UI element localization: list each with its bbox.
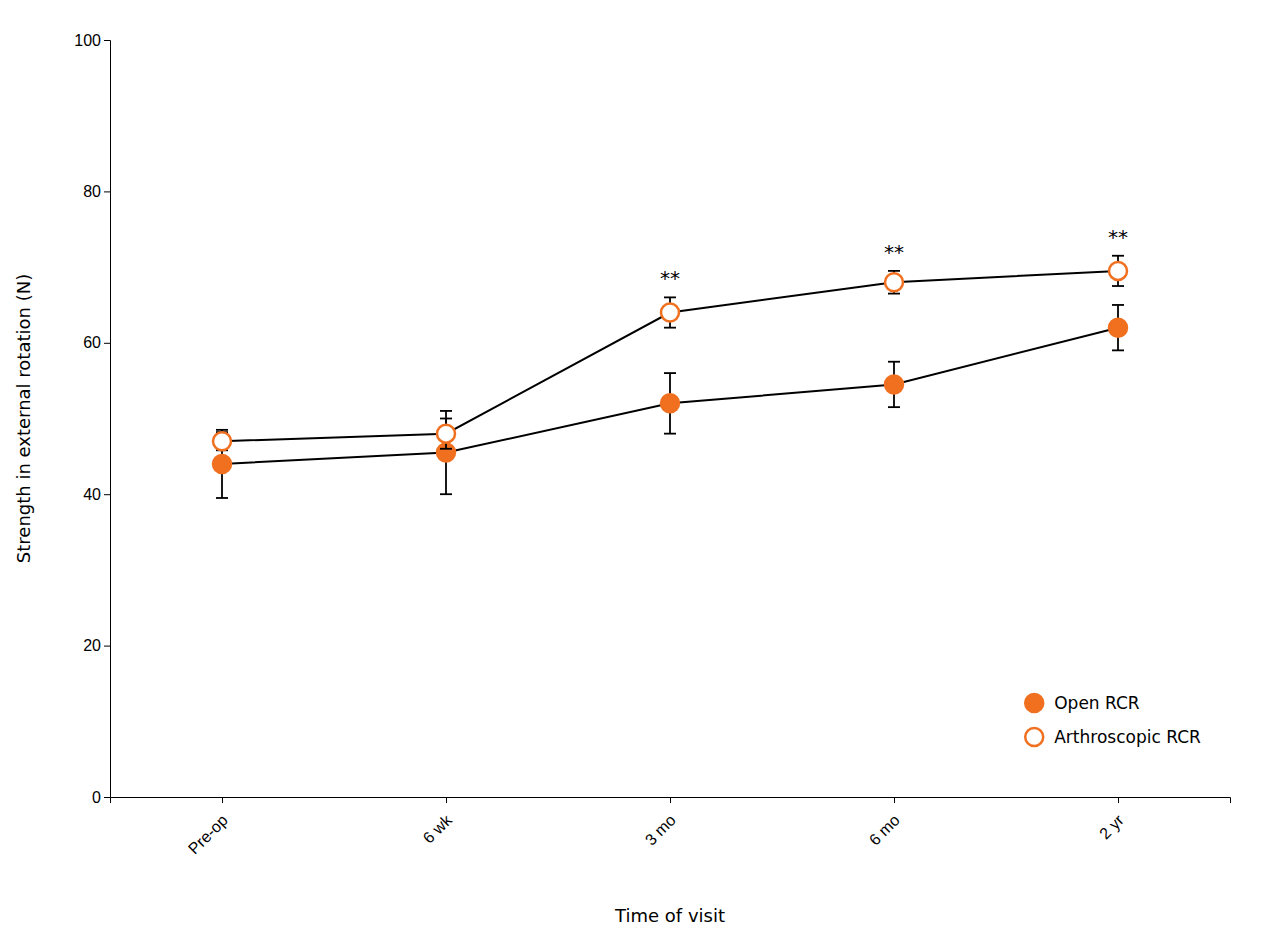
y-tick-label: 20 [83, 637, 101, 654]
x-tick: 3 mo [642, 797, 679, 849]
point [437, 425, 455, 443]
x-axis-title: Time of visit [614, 905, 725, 926]
annotations: ** ** ** [660, 225, 1128, 291]
series-line [222, 271, 1118, 441]
error-bar-cap [1112, 304, 1124, 306]
x-tick-mark [1118, 797, 1119, 803]
annotation: ** [660, 266, 680, 290]
x-tick: 6 wk [420, 797, 456, 847]
x-axis: Pre-op 6 wk 3 mo 6 mo 2 yr [111, 797, 1231, 857]
y-axis-title: Strength in external rotation (N) [13, 274, 34, 563]
x-tick-label: Pre-op [185, 811, 231, 857]
series [213, 305, 1127, 498]
error-bar-cap [216, 497, 228, 499]
x-tick: 2 yr [1096, 797, 1127, 842]
error-bar-cap [664, 372, 676, 374]
y-tick: 40 [83, 486, 110, 503]
y-tick-label: 40 [83, 486, 101, 503]
x-tick-mark [670, 797, 671, 803]
error-bar-cap [440, 410, 452, 412]
y-tick-mark [104, 343, 110, 344]
error-bar-cap [888, 361, 900, 363]
point [885, 273, 903, 291]
y-tick: 60 [83, 334, 110, 351]
plot: 020406080100Pre-op6 wk3 mo6 mo2 yr******… [74, 32, 1230, 858]
y-tick-mark [104, 797, 110, 798]
error-bar-cap [888, 270, 900, 272]
error-bar-cap [888, 293, 900, 295]
x-tick-label: 6 mo [866, 811, 903, 848]
error-bar-cap [440, 418, 452, 420]
x-tick: Pre-op [185, 797, 231, 857]
legend-label: Arthroscopic RCR [1054, 727, 1201, 747]
point [661, 304, 679, 322]
y-tick-mark [104, 494, 110, 495]
point [1109, 319, 1127, 337]
x-tick-label: 3 mo [642, 811, 679, 848]
y-tick: 20 [83, 637, 110, 654]
y-tick-mark [104, 191, 110, 192]
y-tick: 80 [83, 183, 110, 200]
y-axis-line [104, 41, 111, 798]
y-tick-label: 60 [83, 334, 101, 351]
point [213, 432, 231, 450]
legend-marker [1025, 694, 1043, 712]
series-line [222, 328, 1118, 464]
point [1109, 262, 1127, 280]
legend-item: Open RCR [1025, 693, 1140, 713]
error-bar-cap [1112, 349, 1124, 351]
x-tick-mark [446, 797, 447, 803]
y-tick-label: 100 [74, 32, 101, 49]
error-bar-cap [664, 327, 676, 329]
error-bar-cap [888, 406, 900, 408]
point [661, 394, 679, 412]
error-bar-cap [216, 429, 228, 431]
y-tick-mark [104, 646, 110, 647]
point [213, 455, 231, 473]
x-tick-label: 6 wk [420, 811, 456, 847]
x-tick-label: 2 yr [1096, 811, 1127, 842]
x-tick-mark [894, 797, 895, 803]
y-tick-mark [104, 40, 110, 41]
error-bar-cap [664, 433, 676, 435]
marks [213, 256, 1127, 498]
error-bar-cap [440, 448, 452, 450]
annotation: ** [884, 240, 904, 264]
y-tick-label: 0 [92, 789, 101, 806]
y-tick-label: 80 [83, 183, 101, 200]
x-tick-mark [222, 797, 223, 803]
error-bar-cap [1112, 255, 1124, 257]
legend-label: Open RCR [1054, 693, 1140, 713]
y-tick: 0 [92, 789, 110, 806]
legend-marker [1025, 728, 1043, 746]
legend: Open RCR Arthroscopic RCR [1025, 693, 1201, 747]
annotation: ** [1108, 225, 1128, 249]
x-tick: 6 mo [866, 797, 903, 849]
error-bar-cap [1112, 285, 1124, 287]
y-tick: 100 [74, 32, 110, 49]
point [885, 375, 903, 393]
y-axis: 0 20 40 60 80 100 [74, 32, 110, 806]
error-bar-cap [440, 493, 452, 495]
series [213, 256, 1127, 451]
x-axis-line [111, 798, 1231, 804]
chart: 020406080100Pre-op6 wk3 mo6 mo2 yr******… [0, 0, 1280, 947]
legend-item: Arthroscopic RCR [1025, 727, 1201, 747]
error-bar-cap [664, 296, 676, 298]
